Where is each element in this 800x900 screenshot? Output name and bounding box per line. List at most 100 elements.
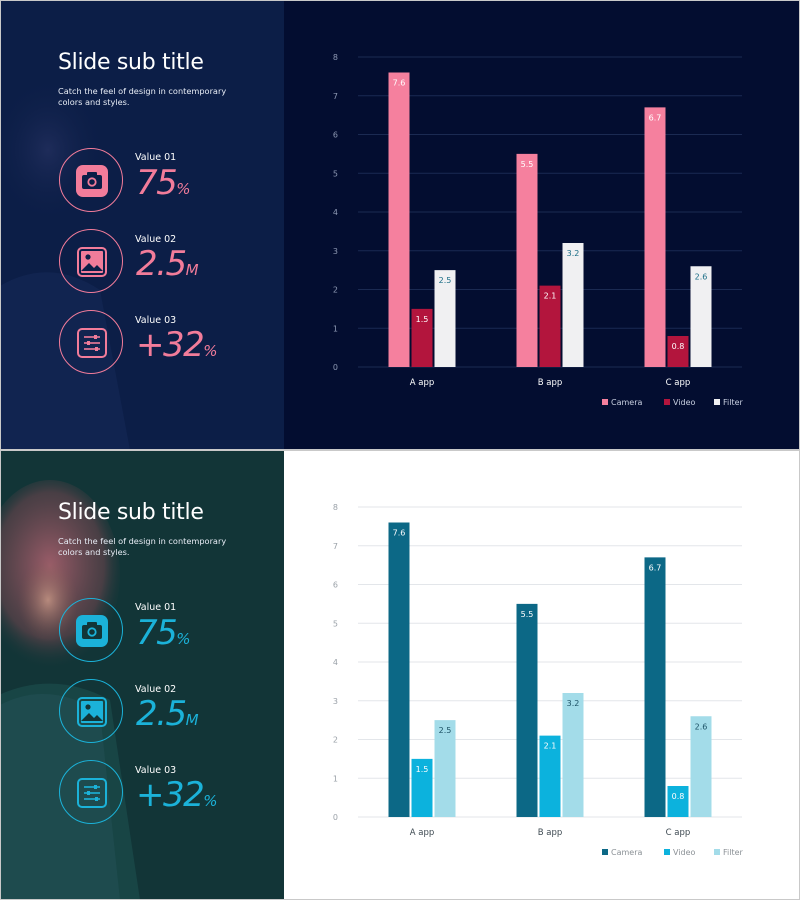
stat-unit-2: M [186, 261, 199, 279]
bar-video [668, 786, 689, 817]
stat-label-1: Value 01 [135, 152, 176, 163]
data-label: 3.2 [567, 699, 580, 708]
chart-panel: 0 1 2 3 4 5 6 7 8 7.6 1.5 2.5 A app 5.5 2.1 3.2 B app 6.7… [284, 450, 800, 900]
y-tick-label: 6 [333, 131, 338, 140]
legend-swatch [664, 399, 670, 405]
stat-number-1: 75 [136, 163, 176, 203]
data-label: 2.1 [544, 742, 557, 751]
bar-chart: 0 1 2 3 4 5 6 7 8 7.6 1.5 2.5 A app 5.5 2.1 3.2 B app 6.7… [284, 450, 800, 900]
y-tick-label: 7 [333, 92, 338, 101]
legend-swatch [664, 849, 670, 855]
y-tick-label: 3 [333, 247, 338, 256]
stat-icon-circle-1 [59, 148, 123, 212]
slide-teal: Slide sub title Catch the feel of design… [0, 450, 800, 900]
left-panel: Slide sub title Catch the feel of design… [0, 0, 284, 450]
bar-video [668, 336, 689, 367]
stat-unit-1: % [176, 180, 190, 198]
y-tick-label: 6 [333, 581, 338, 590]
x-category-label: A app [410, 828, 435, 838]
image-icon [60, 230, 124, 294]
x-category-label: A app [410, 378, 435, 388]
slide-description: Catch the feel of design in contemporary… [58, 536, 238, 558]
camera-icon [60, 149, 124, 213]
legend-swatch [714, 849, 720, 855]
data-label: 0.8 [672, 792, 685, 801]
data-label: 5.5 [521, 610, 534, 619]
stat-unit-3: % [203, 792, 217, 810]
chart-panel: 0 1 2 3 4 5 6 7 8 7.6 1.5 2.5 A app 5.5 2.1 3.2 B app 6.7… [284, 0, 800, 450]
stat-icon-circle-3 [59, 310, 123, 374]
bar-filter [563, 243, 584, 367]
stat-value-1: 75% [136, 615, 191, 657]
data-label: 1.5 [416, 315, 429, 324]
y-tick-label: 2 [333, 286, 338, 295]
legend-label: Video [673, 848, 696, 857]
stat-value-1: 75% [136, 165, 191, 207]
data-label: 2.6 [695, 272, 708, 281]
bar-filter [691, 716, 712, 817]
bar-camera [517, 154, 538, 367]
legend-label: Filter [723, 848, 744, 857]
bar-chart: 0 1 2 3 4 5 6 7 8 7.6 1.5 2.5 A app 5.5 2.1 3.2 B app 6.7… [284, 0, 800, 450]
y-tick-label: 2 [333, 736, 338, 745]
y-tick-label: 4 [333, 658, 338, 667]
bar-camera [645, 557, 666, 817]
legend-label: Camera [611, 398, 642, 407]
y-tick-label: 5 [333, 169, 338, 178]
camera-icon [60, 599, 124, 663]
y-tick-label: 1 [333, 324, 338, 333]
slide-title: Slide sub title [58, 500, 204, 525]
stat-number-2: 2.5 [136, 694, 186, 734]
stat-value-3: +32% [136, 777, 218, 819]
data-label: 7.6 [393, 79, 406, 88]
stat-icon-circle-3 [59, 760, 123, 824]
data-label: 0.8 [672, 342, 685, 351]
legend-label: Filter [723, 398, 744, 407]
stat-number-3: +32 [136, 775, 203, 815]
bar-filter [563, 693, 584, 817]
bar-filter [691, 266, 712, 367]
y-tick-label: 3 [333, 697, 338, 706]
stat-value-3: +32% [136, 327, 218, 369]
bar-camera [389, 523, 410, 818]
y-tick-label: 1 [333, 774, 338, 783]
data-label: 2.5 [439, 726, 452, 735]
legend-label: Camera [611, 848, 642, 857]
y-tick-label: 8 [333, 53, 338, 62]
slide-title: Slide sub title [58, 50, 204, 75]
stat-unit-3: % [203, 342, 217, 360]
stat-label-1: Value 01 [135, 602, 176, 613]
stat-icon-circle-1 [59, 598, 123, 662]
sliders-icon [60, 761, 124, 825]
stat-number-3: +32 [136, 325, 203, 365]
data-label: 5.5 [521, 160, 534, 169]
slide-description: Catch the feel of design in contemporary… [58, 86, 238, 108]
image-icon [60, 680, 124, 744]
x-category-label: C app [666, 378, 691, 388]
stat-unit-2: M [186, 711, 199, 729]
y-tick-label: 8 [333, 503, 338, 512]
legend-swatch [602, 849, 608, 855]
data-label: 2.6 [695, 722, 708, 731]
y-tick-label: 7 [333, 542, 338, 551]
data-label: 3.2 [567, 249, 580, 258]
stat-icon-circle-2 [59, 229, 123, 293]
sliders-icon [60, 311, 124, 375]
bar-camera [389, 73, 410, 368]
y-tick-label: 0 [333, 813, 338, 822]
legend-swatch [714, 399, 720, 405]
stat-icon-circle-2 [59, 679, 123, 743]
bar-camera [517, 604, 538, 817]
left-panel: Slide sub title Catch the feel of design… [0, 450, 284, 900]
x-category-label: B app [538, 378, 563, 388]
legend-label: Video [673, 398, 696, 407]
stat-unit-1: % [176, 630, 190, 648]
legend-swatch [602, 399, 608, 405]
x-category-label: B app [538, 828, 563, 838]
stat-number-2: 2.5 [136, 244, 186, 284]
y-tick-label: 4 [333, 208, 338, 217]
data-label: 6.7 [649, 113, 662, 122]
stat-number-1: 75 [136, 613, 176, 653]
data-label: 6.7 [649, 563, 662, 572]
bar-camera [645, 107, 666, 367]
